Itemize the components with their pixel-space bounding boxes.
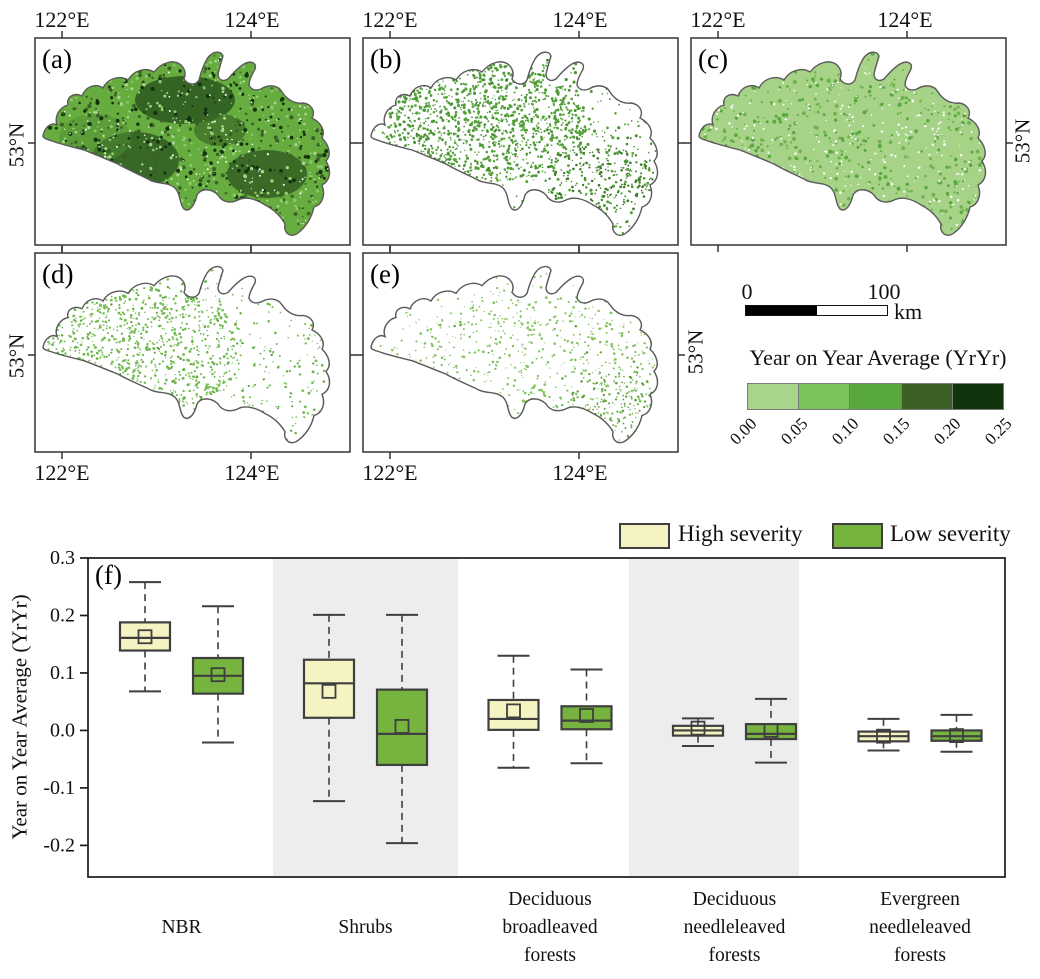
box-high-3 xyxy=(671,717,725,747)
map-panel-c xyxy=(684,31,1013,252)
panel-letter-a: (a) xyxy=(42,44,72,74)
box-high-0 xyxy=(118,581,172,693)
category-label-line: broadleaved xyxy=(502,917,598,938)
lon-label-d-124: 124°E xyxy=(224,460,280,485)
scalebar-filled-half xyxy=(746,306,817,315)
scalebar-start-label: 0 xyxy=(741,279,753,304)
colorbar-tick-label-0.15: 0.15 xyxy=(878,414,914,449)
colorbar-cell-0 xyxy=(748,384,800,409)
map-region-layer xyxy=(42,265,331,444)
lon-label-b-122: 122°E xyxy=(362,7,418,32)
series-high-severity xyxy=(118,581,910,803)
boxplot-y-ticks: 0.3 0.2 0.1 0.0 -0.1 -0.2 xyxy=(43,547,88,856)
category-label-line: needleleaved xyxy=(684,917,786,938)
ytick-label-0.3: 0.3 xyxy=(50,547,75,569)
map-frame xyxy=(34,252,351,453)
ytick-label--0.1: -0.1 xyxy=(43,777,75,799)
colorbar xyxy=(747,383,1004,410)
map-panel-b xyxy=(356,31,685,252)
colorbar-title: Year on Year Average (YrYr) xyxy=(749,345,1007,370)
ytick-label-0.2: 0.2 xyxy=(50,604,75,626)
lon-label-a-122: 122°E xyxy=(34,7,90,32)
ytick-label-0.1: 0.1 xyxy=(50,662,75,684)
map-svg xyxy=(28,31,357,252)
map-panel-e xyxy=(356,246,685,459)
category-label-line: forests xyxy=(524,945,576,966)
map-svg xyxy=(28,246,357,459)
category-label-line: needleleaved xyxy=(869,917,971,938)
colorbar-cell-3 xyxy=(901,384,953,409)
box-high-1 xyxy=(302,613,356,803)
colorbar-tick-label-0.20: 0.20 xyxy=(929,414,965,449)
lat-label-a: 53°N xyxy=(4,122,29,168)
lon-label-e-124: 124°E xyxy=(552,460,608,485)
map-axis-ticks xyxy=(684,31,1013,252)
legend-high-severity-swatch xyxy=(619,523,670,549)
map-frame xyxy=(690,37,1007,246)
map-axis-ticks xyxy=(356,246,685,459)
series-low-severity xyxy=(191,605,983,845)
legend-low-severity-swatch xyxy=(832,523,883,549)
colorbar-tick-label-0.10: 0.10 xyxy=(827,414,863,449)
box-low-4 xyxy=(930,713,983,753)
box-low-0 xyxy=(191,605,245,744)
colorbar-tick-label-0.00: 0.00 xyxy=(725,414,761,449)
lon-label-c-124: 124°E xyxy=(877,7,933,32)
box-low-2 xyxy=(560,668,613,765)
lon-label-a-124: 124°E xyxy=(224,7,280,32)
box-low-3 xyxy=(744,697,798,764)
lat-label-c: 53°N xyxy=(1010,118,1035,164)
scalebar-unit-label: km xyxy=(894,299,923,324)
colorbar-tick-label-0.25: 0.25 xyxy=(980,414,1016,449)
boxplot-frame xyxy=(87,557,1006,878)
colorbar-cell-1 xyxy=(799,384,851,409)
category-label-line: NBR xyxy=(161,917,201,938)
map-svg xyxy=(356,246,685,459)
lon-label-e-122: 122°E xyxy=(362,460,418,485)
category-label-line: Deciduous xyxy=(508,889,591,910)
box-high-2 xyxy=(487,654,540,769)
map-region-layer xyxy=(370,265,659,444)
ytick-label-0.0: 0.0 xyxy=(50,719,75,741)
lat-label-e: 53°N xyxy=(683,329,708,375)
map-frame xyxy=(34,37,351,246)
map-axis-ticks xyxy=(28,246,357,459)
map-panel-a xyxy=(28,31,357,252)
legend-high-severity-label: High severity xyxy=(678,521,803,546)
map-svg xyxy=(684,31,1013,252)
panel-letter-d: (d) xyxy=(42,259,74,289)
map-region-layer xyxy=(370,51,659,236)
scalebar xyxy=(745,305,888,316)
lon-label-c-122: 122°E xyxy=(690,7,746,32)
map-frame xyxy=(362,37,679,246)
ytick-label--0.2: -0.2 xyxy=(43,834,75,856)
category-label-line: Deciduous xyxy=(693,889,776,910)
panel-letter-f: (f) xyxy=(95,560,122,590)
boxplot-panel-f: 0.3 0.2 0.1 0.0 -0.1 -0.2 NBR Shrubs Deciduous br… xyxy=(43,547,1006,966)
map-region-layer xyxy=(42,51,331,236)
map-region-layer xyxy=(698,51,987,236)
category-label-line: Shrubs xyxy=(338,917,392,938)
colorbar-cell-4 xyxy=(952,384,1004,409)
lon-label-d-122: 122°E xyxy=(34,460,90,485)
colorbar-cell-2 xyxy=(850,384,902,409)
category-label-line: forests xyxy=(709,945,761,966)
category-label-line: Evergreen xyxy=(880,889,960,910)
scalebar-end-label: 100 xyxy=(867,279,901,304)
lat-label-d: 53°N xyxy=(4,333,29,379)
panel-letter-b: (b) xyxy=(370,44,402,74)
lon-label-b-124: 124°E xyxy=(552,7,608,32)
map-panel-d xyxy=(28,246,357,459)
colorbar-tick-label-0.05: 0.05 xyxy=(776,414,812,449)
box-low-1 xyxy=(375,613,429,845)
panel-letter-e: (e) xyxy=(370,259,400,289)
panel-letter-c: (c) xyxy=(698,44,728,74)
legend-low-severity-label: Low severity xyxy=(890,521,1011,546)
category-label-line: forests xyxy=(894,945,946,966)
box-high-4 xyxy=(857,717,910,752)
map-svg xyxy=(356,31,685,252)
map-frame xyxy=(362,252,679,453)
category-labels: NBR Shrubs Deciduous broadleaved forests Deci… xyxy=(161,889,971,966)
